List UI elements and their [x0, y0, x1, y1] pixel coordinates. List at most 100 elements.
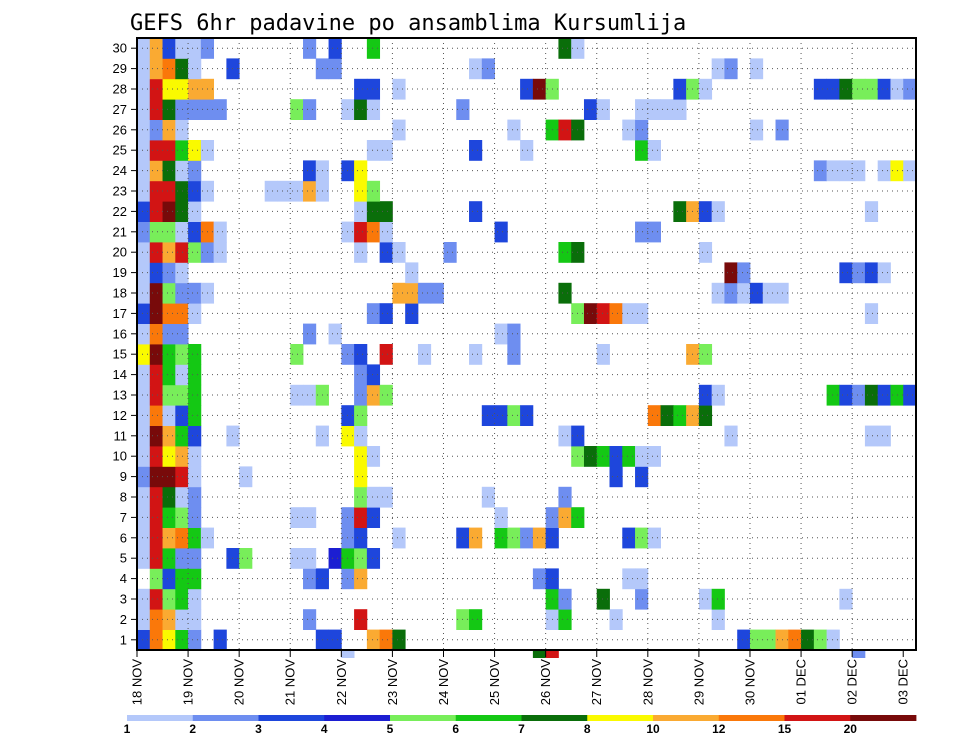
- legend-label-9: 12: [712, 722, 726, 736]
- cell-m17-s36: [596, 303, 610, 324]
- cell-m24-s53: [813, 160, 828, 182]
- cell-m23-s10: [264, 180, 278, 202]
- cell-m20-s6: [213, 242, 227, 263]
- y-tick-label-13: 13: [113, 388, 127, 403]
- cell-m5-s0: [137, 548, 151, 569]
- cell-m26-s1: [149, 119, 163, 141]
- cell-m19-s55: [839, 262, 853, 284]
- cell-m16-s0: [137, 323, 151, 345]
- cell-m26-s3: [175, 119, 189, 141]
- cell-m24-s2: [162, 160, 176, 182]
- cell-m24-s13: [303, 160, 317, 182]
- cell-m19-s46: [724, 262, 738, 284]
- legend-label-2: 3: [255, 722, 262, 736]
- cell-m6-s17: [354, 527, 368, 549]
- cell-m30-s4: [188, 38, 202, 59]
- cell-m21-s28: [494, 221, 508, 243]
- cell-m10-s0: [137, 446, 151, 467]
- cell-m23-s2: [162, 180, 176, 202]
- cell-m7-s2: [162, 507, 176, 528]
- cell-m4-s1: [149, 568, 163, 590]
- cell-m3-s4: [188, 588, 202, 610]
- y-tick-label-17: 17: [113, 306, 127, 321]
- cell-m4-s4: [188, 568, 202, 590]
- cell-m8-s33: [558, 486, 572, 508]
- cell-m28-s18: [366, 78, 381, 100]
- cell-m13-s2: [162, 384, 176, 406]
- cell-m14-s4: [188, 364, 202, 386]
- cell-m24-s56: [852, 160, 866, 182]
- cell-m1-s6: [213, 629, 227, 651]
- cell-m13-s0: [137, 384, 151, 406]
- y-tick-label-10: 10: [113, 449, 127, 464]
- cell-m20-s19: [379, 242, 393, 263]
- cell-m30-s18: [366, 38, 381, 59]
- cell-m3-s44: [698, 588, 713, 610]
- below-axis-cell-1: [532, 650, 547, 658]
- cell-m15-s44: [698, 344, 713, 365]
- y-tick-label-1: 1: [120, 632, 127, 647]
- cell-m1-s4: [188, 629, 202, 651]
- cell-m1-s20: [392, 629, 406, 651]
- x-tick-label-9: 27 NOV: [589, 659, 604, 706]
- y-tick-label-22: 22: [113, 204, 127, 219]
- cell-m2-s26: [469, 609, 483, 630]
- cell-m3-s36: [596, 588, 610, 610]
- y-tick-label-16: 16: [113, 326, 127, 341]
- cell-m22-s42: [673, 201, 687, 222]
- cell-m25-s2: [162, 140, 176, 161]
- cell-m13-s57: [864, 384, 879, 406]
- cell-m27-s13: [303, 99, 317, 120]
- cell-m17-s35: [583, 303, 598, 324]
- x-tick-label-1: 19 NOV: [181, 659, 196, 706]
- cell-m28-s56: [852, 78, 866, 100]
- cell-m6-s1: [149, 527, 163, 549]
- x-tick-label-12: 30 NOV: [742, 659, 757, 706]
- cell-m9-s2: [162, 466, 176, 488]
- cell-m26-s33: [558, 119, 572, 141]
- cell-m5-s4: [188, 548, 202, 569]
- cell-m26-s39: [635, 119, 649, 141]
- below-axis-cell-2: [545, 650, 559, 658]
- cell-m20-s17: [354, 242, 368, 263]
- cell-m27-s2: [162, 99, 176, 120]
- cell-m16-s3: [175, 323, 189, 345]
- cell-m20-s1: [149, 242, 163, 263]
- cell-m13-s18: [366, 384, 381, 406]
- cell-m12-s17: [354, 405, 368, 426]
- cell-m19-s57: [864, 262, 879, 284]
- cell-m15-s22: [417, 344, 432, 365]
- cell-m15-s0: [137, 344, 151, 365]
- cell-m4-s38: [622, 568, 636, 590]
- cell-m13-s45: [711, 384, 725, 406]
- cell-m11-s46: [724, 425, 738, 447]
- cell-m18-s47: [737, 282, 751, 304]
- cell-m23-s12: [290, 180, 304, 202]
- legend-swatch-9: [718, 715, 785, 721]
- y-tick-label-4: 4: [120, 571, 127, 586]
- cell-m18-s21: [405, 282, 419, 304]
- cell-m23-s1: [149, 180, 163, 202]
- cell-m22-s57: [864, 201, 879, 222]
- cell-m1-s53: [813, 629, 828, 651]
- cell-m17-s37: [609, 303, 623, 324]
- y-tick-label-14: 14: [113, 367, 127, 382]
- cell-m15-s3: [175, 344, 189, 365]
- cell-m7-s3: [175, 507, 189, 528]
- cell-m29-s45: [711, 58, 725, 80]
- cell-m10-s3: [175, 446, 189, 467]
- cell-m24-s54: [826, 160, 840, 182]
- cell-m18-s33: [558, 282, 572, 304]
- cell-m14-s1: [149, 364, 163, 386]
- cell-m7-s13: [303, 507, 317, 528]
- cell-m10-s38: [622, 446, 636, 467]
- cell-m7-s18: [366, 507, 381, 528]
- y-tick-label-6: 6: [120, 530, 127, 545]
- y-tick-label-26: 26: [113, 122, 127, 137]
- cell-m24-s17: [354, 160, 368, 182]
- cell-m15-s19: [379, 344, 393, 365]
- cell-m1-s1: [149, 629, 163, 651]
- y-tick-label-23: 23: [113, 184, 127, 199]
- y-tick-label-9: 9: [120, 469, 127, 484]
- y-tick-label-25: 25: [113, 143, 127, 158]
